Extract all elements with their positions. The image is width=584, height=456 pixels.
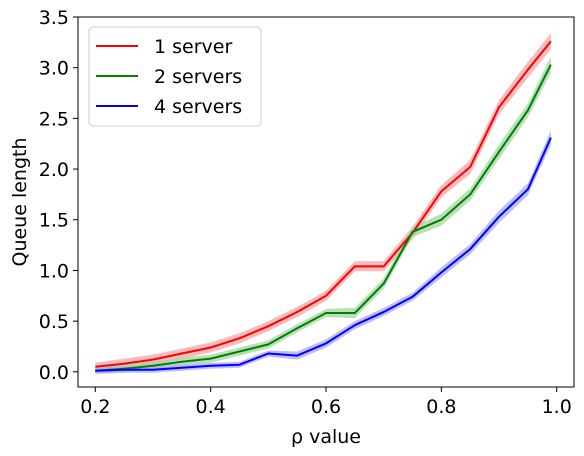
legend-label: 2 servers — [154, 66, 242, 88]
legend-label: 4 servers — [154, 96, 242, 118]
x-tick-label: 0.8 — [426, 396, 456, 418]
x-axis-label: ρ value — [291, 426, 361, 448]
x-tick-label: 0.4 — [196, 396, 226, 418]
x-axis-ticks: 0.2 0.4 0.6 0.8 1.0 — [80, 387, 572, 418]
y-tick-label: 0.0 — [39, 362, 69, 384]
series-lines — [95, 40, 552, 372]
y-axis-ticks: 0.0 0.5 1.0 1.5 2.0 2.5 3.0 3.5 — [39, 7, 78, 384]
y-tick-label: 3.0 — [39, 58, 69, 80]
legend-label: 1 server — [154, 36, 232, 58]
y-tick-label: 1.5 — [39, 210, 69, 232]
band-4-servers — [95, 130, 551, 374]
y-tick-label: 2.5 — [39, 108, 69, 130]
legend: 1 server 2 servers 4 servers — [88, 26, 262, 127]
x-tick-label: 1.0 — [542, 396, 572, 418]
y-tick-label: 0.5 — [39, 311, 69, 333]
line-4-servers — [95, 137, 552, 372]
y-tick-label: 1.0 — [39, 260, 69, 282]
y-axis-label: Queue length — [9, 137, 31, 266]
x-tick-label: 0.6 — [311, 396, 341, 418]
line-2-servers — [95, 64, 552, 372]
y-tick-label: 2.0 — [39, 159, 69, 181]
legend-box — [88, 26, 262, 127]
x-tick-label: 0.2 — [80, 396, 110, 418]
y-tick-label: 3.5 — [39, 7, 69, 29]
line-1-server — [95, 40, 552, 368]
